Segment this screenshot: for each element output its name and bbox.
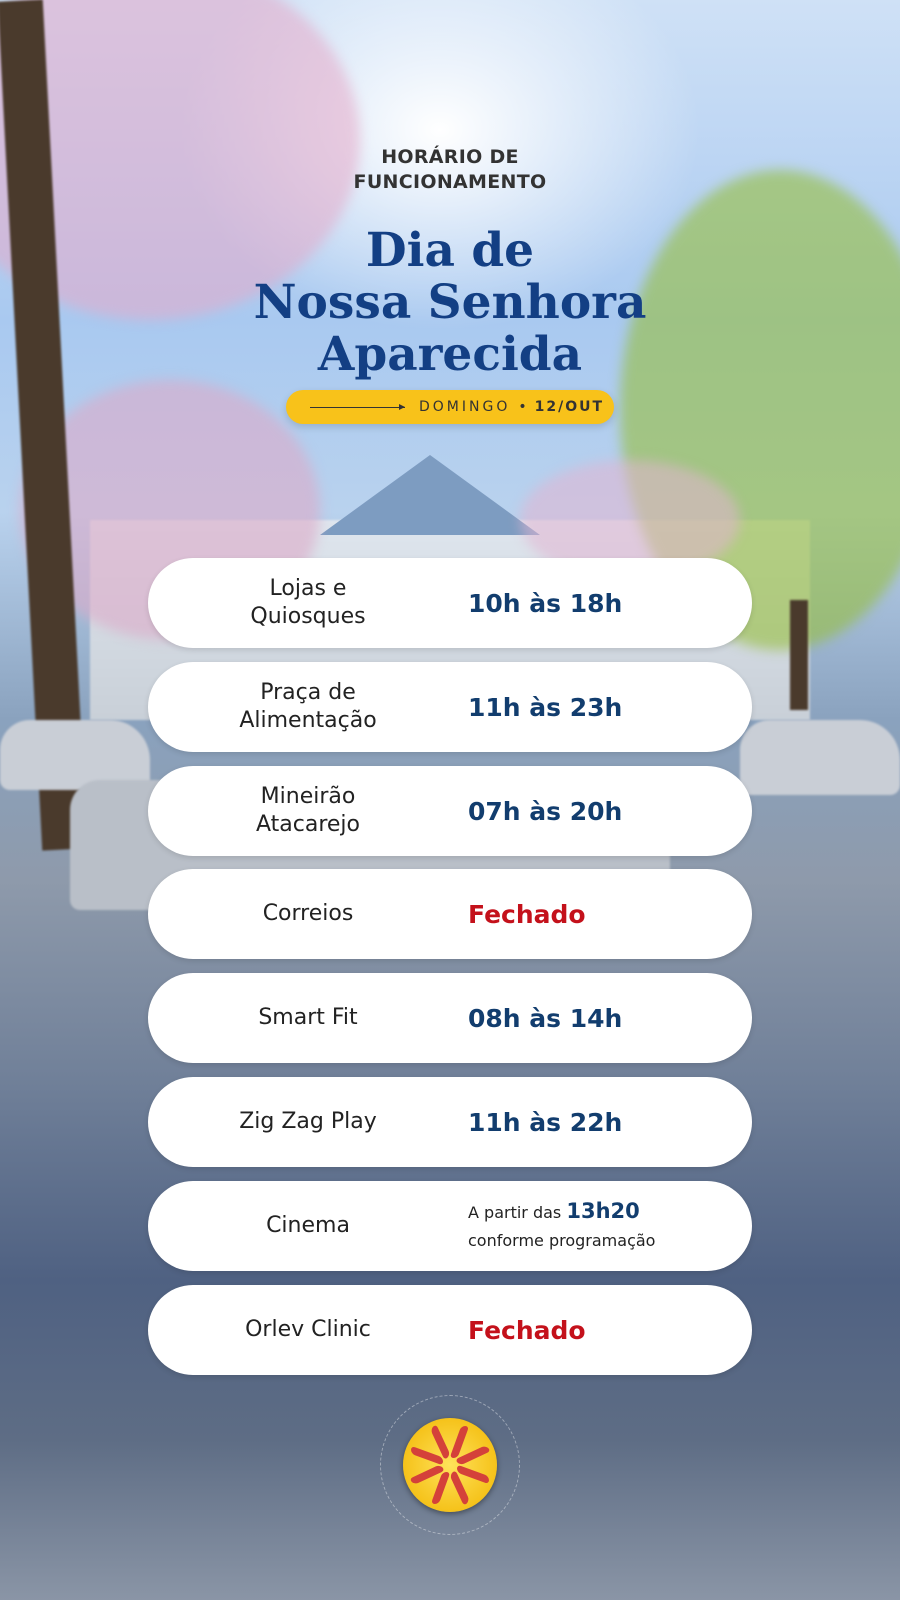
page-title: Dia de Nossa Senhora Aparecida [0, 225, 900, 381]
schedule-row: Praça de Alimentação 11h às 23h [148, 662, 752, 752]
schedule-row: Mineirão Atacarejo 07h às 20h [148, 766, 752, 856]
venue-label: Lojas e Quiosques [148, 575, 468, 631]
venue-line: Quiosques [250, 604, 366, 629]
venue-label: Mineirão Atacarejo [148, 783, 468, 839]
building-roof [320, 455, 540, 535]
closed-value: Fechado [468, 899, 586, 929]
arrow-right-icon [310, 403, 405, 410]
logo-swirl [430, 1472, 451, 1504]
hours-value: 10h às 18h [468, 588, 623, 618]
title-line: Dia de [365, 223, 535, 278]
schedule-row: Smart Fit 08h às 14h [148, 973, 752, 1063]
car [0, 720, 150, 790]
venue-label: Zig Zag Play [239, 1109, 377, 1134]
hours-value: 07h às 20h [468, 796, 623, 826]
heading-line: FUNCIONAMENTO [353, 171, 547, 193]
tree-trunk [790, 600, 808, 710]
venue-label: Correios [262, 901, 354, 926]
cinema-note: A partir das 13h20 conforme programação [468, 1197, 655, 1255]
date-label: 12/OUT [534, 399, 605, 415]
hours-value: 08h às 14h [468, 1003, 623, 1033]
closed-value: Fechado [468, 1315, 586, 1345]
venue-line: Lojas e [269, 576, 347, 601]
schedule-row: Orlev Clinic Fechado [148, 1285, 752, 1375]
note-suffix: conforme programação [468, 1231, 656, 1250]
date-pill: DOMINGO • 12/OUT [286, 390, 614, 424]
note-prefix: A partir das [468, 1203, 562, 1222]
schedule-row: Correios Fechado [148, 869, 752, 959]
heading-line: HORÁRIO DE [381, 146, 519, 168]
logo-swirl [411, 1445, 443, 1466]
schedule-row: Zig Zag Play 11h às 22h [148, 1077, 752, 1167]
title-line: Aparecida [317, 327, 583, 382]
hours-value: 11h às 22h [468, 1107, 623, 1137]
schedule-row: Lojas e Quiosques 10h às 18h [148, 558, 752, 648]
title-line: Nossa Senhora [253, 275, 647, 330]
day-label: DOMINGO [419, 399, 511, 415]
venue-label: Praça de Alimentação [148, 679, 468, 735]
venue-line: Atacarejo [255, 812, 361, 837]
venue-label: Cinema [266, 1213, 350, 1238]
separator: • [518, 399, 527, 415]
logo-text-ring [380, 1395, 520, 1535]
heading-opening-hours: HORÁRIO DE FUNCIONAMENTO [0, 145, 900, 195]
logo-swirl [457, 1464, 489, 1485]
schedule-row: Cinema A partir das 13h20 conforme progr… [148, 1181, 752, 1271]
car [740, 720, 900, 795]
venue-line: Alimentação [239, 708, 377, 733]
gv-shopping-logo [403, 1418, 497, 1512]
note-time: 13h20 [566, 1199, 640, 1223]
venue-line: Praça de [260, 680, 356, 705]
venue-label: Orlev Clinic [245, 1317, 371, 1342]
hours-value: 11h às 23h [468, 692, 623, 722]
venue-label: Smart Fit [258, 1005, 358, 1030]
venue-line: Mineirão [260, 784, 356, 809]
